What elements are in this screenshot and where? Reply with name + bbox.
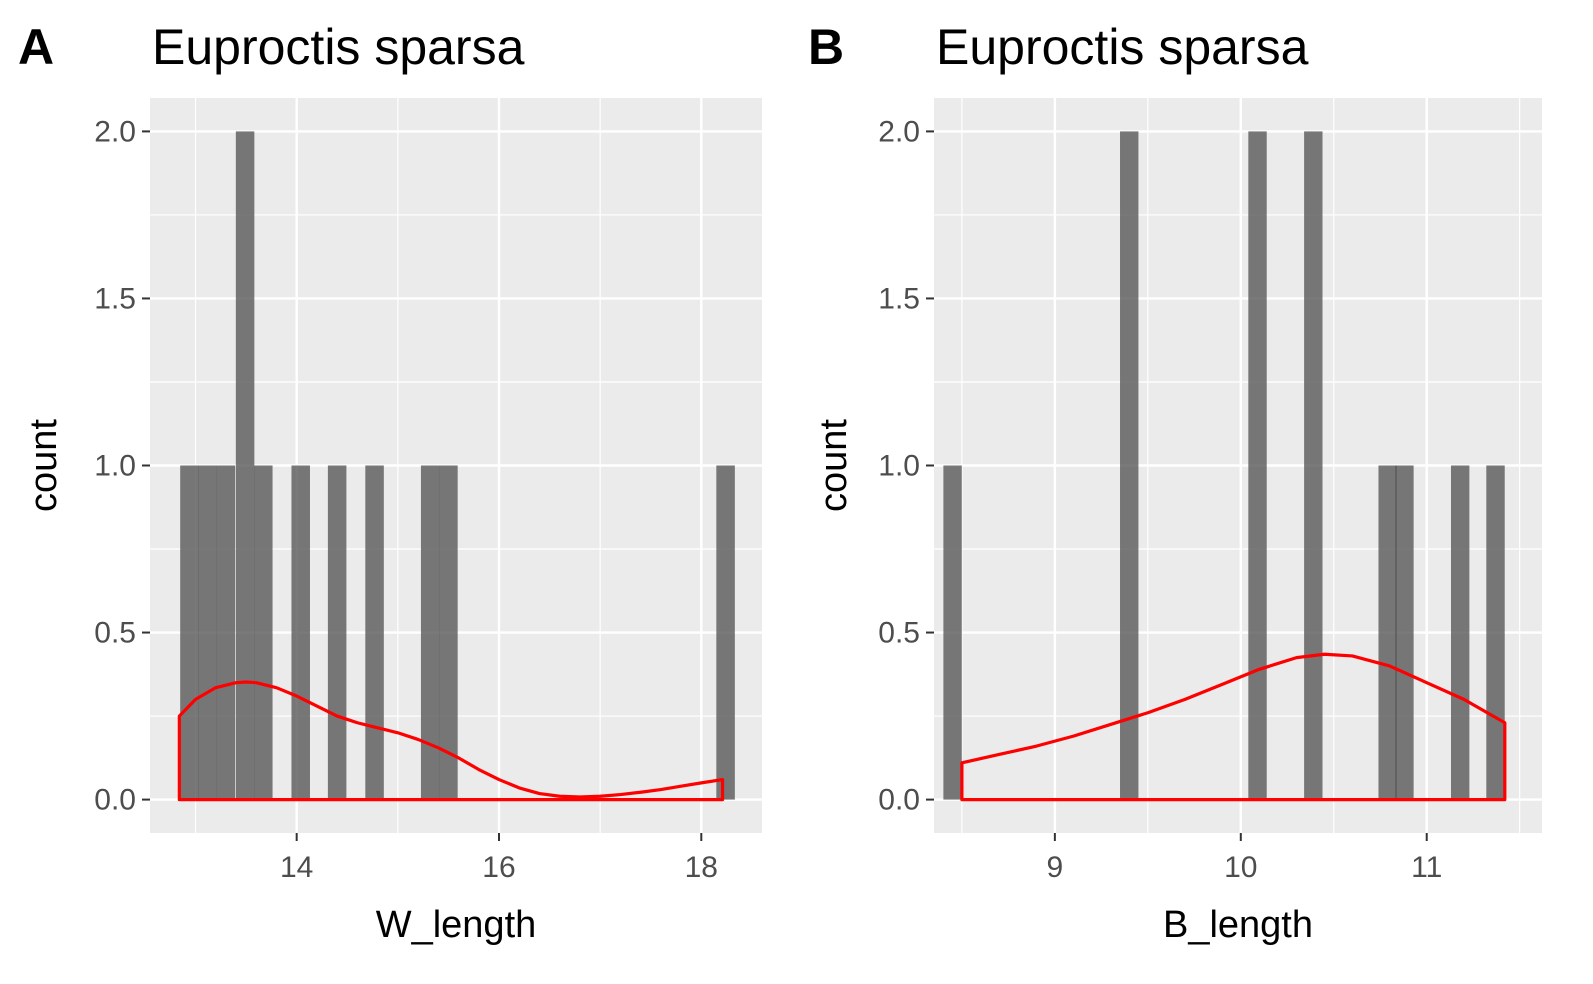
histogram-bar [1120,131,1139,800]
histogram-bar [1395,465,1414,800]
histogram-bar [439,465,458,800]
y-axis-title: count [23,419,65,512]
x-tick-label: 18 [685,851,718,884]
panel-b-chart: 0.0 0.5 1.0 1.5 2.0 9 10 11 B_length count [813,98,1542,946]
panel-b-tag: B [808,19,845,75]
panel-a-chart: 0.0 0.5 1.0 1.5 2.0 14 16 18 W_length count [23,98,762,946]
y-tick-label: 1.0 [878,450,920,483]
y-tick-label: 2.0 [878,115,920,148]
histogram-bar [716,465,735,800]
histogram-bar [327,465,347,800]
y-tick-label: 0.5 [878,617,920,650]
x-tick-label: 16 [482,851,515,884]
histogram-bar [235,131,255,800]
panel-b: B Euproctis sparsa 0.0 0.5 1.0 1.5 2.0 9 10 11 B… [790,0,1593,984]
x-axis-title: B_length [1163,904,1313,946]
histogram-bar [420,465,440,800]
histogram-bar [1248,131,1267,800]
x-tick-label: 14 [280,851,313,884]
panel-b-title: Euproctis sparsa [936,19,1309,75]
y-tick-label: 1.5 [878,282,920,315]
y-tick-label: 1.5 [94,282,136,315]
histogram-bar [216,465,236,800]
y-tick-label: 0.0 [94,784,136,817]
x-tick-label: 9 [1047,851,1064,884]
histogram-bar [1450,465,1470,800]
panel-a: A Euproctis sparsa 0.0 0.5 1.0 1.5 2.0 14 16 18… [0,0,790,984]
x-tick-label: 10 [1224,851,1257,884]
y-tick-label: 0.5 [94,617,136,650]
density-curve [177,680,725,802]
x-tick-label: 11 [1411,851,1442,884]
panel-a-title: Euproctis sparsa [152,19,525,75]
histogram-bar [180,465,199,800]
histogram-bar [1486,465,1505,800]
histogram-bar [1378,465,1397,800]
y-tick-label: 2.0 [94,115,136,148]
panel-a-tag: A [18,19,55,75]
y-tick-label: 0.0 [878,784,920,817]
y-axis-title: count [813,419,855,512]
histogram-bar [943,465,962,800]
histogram-bar [291,465,310,800]
x-axis-title: W_length [376,904,537,946]
histogram-bar [365,465,384,800]
y-tick-label: 1.0 [94,450,136,483]
histogram-bar [1304,131,1323,800]
histogram-bar [198,465,217,800]
histogram-bar [254,465,273,800]
density-curve [960,652,1507,802]
